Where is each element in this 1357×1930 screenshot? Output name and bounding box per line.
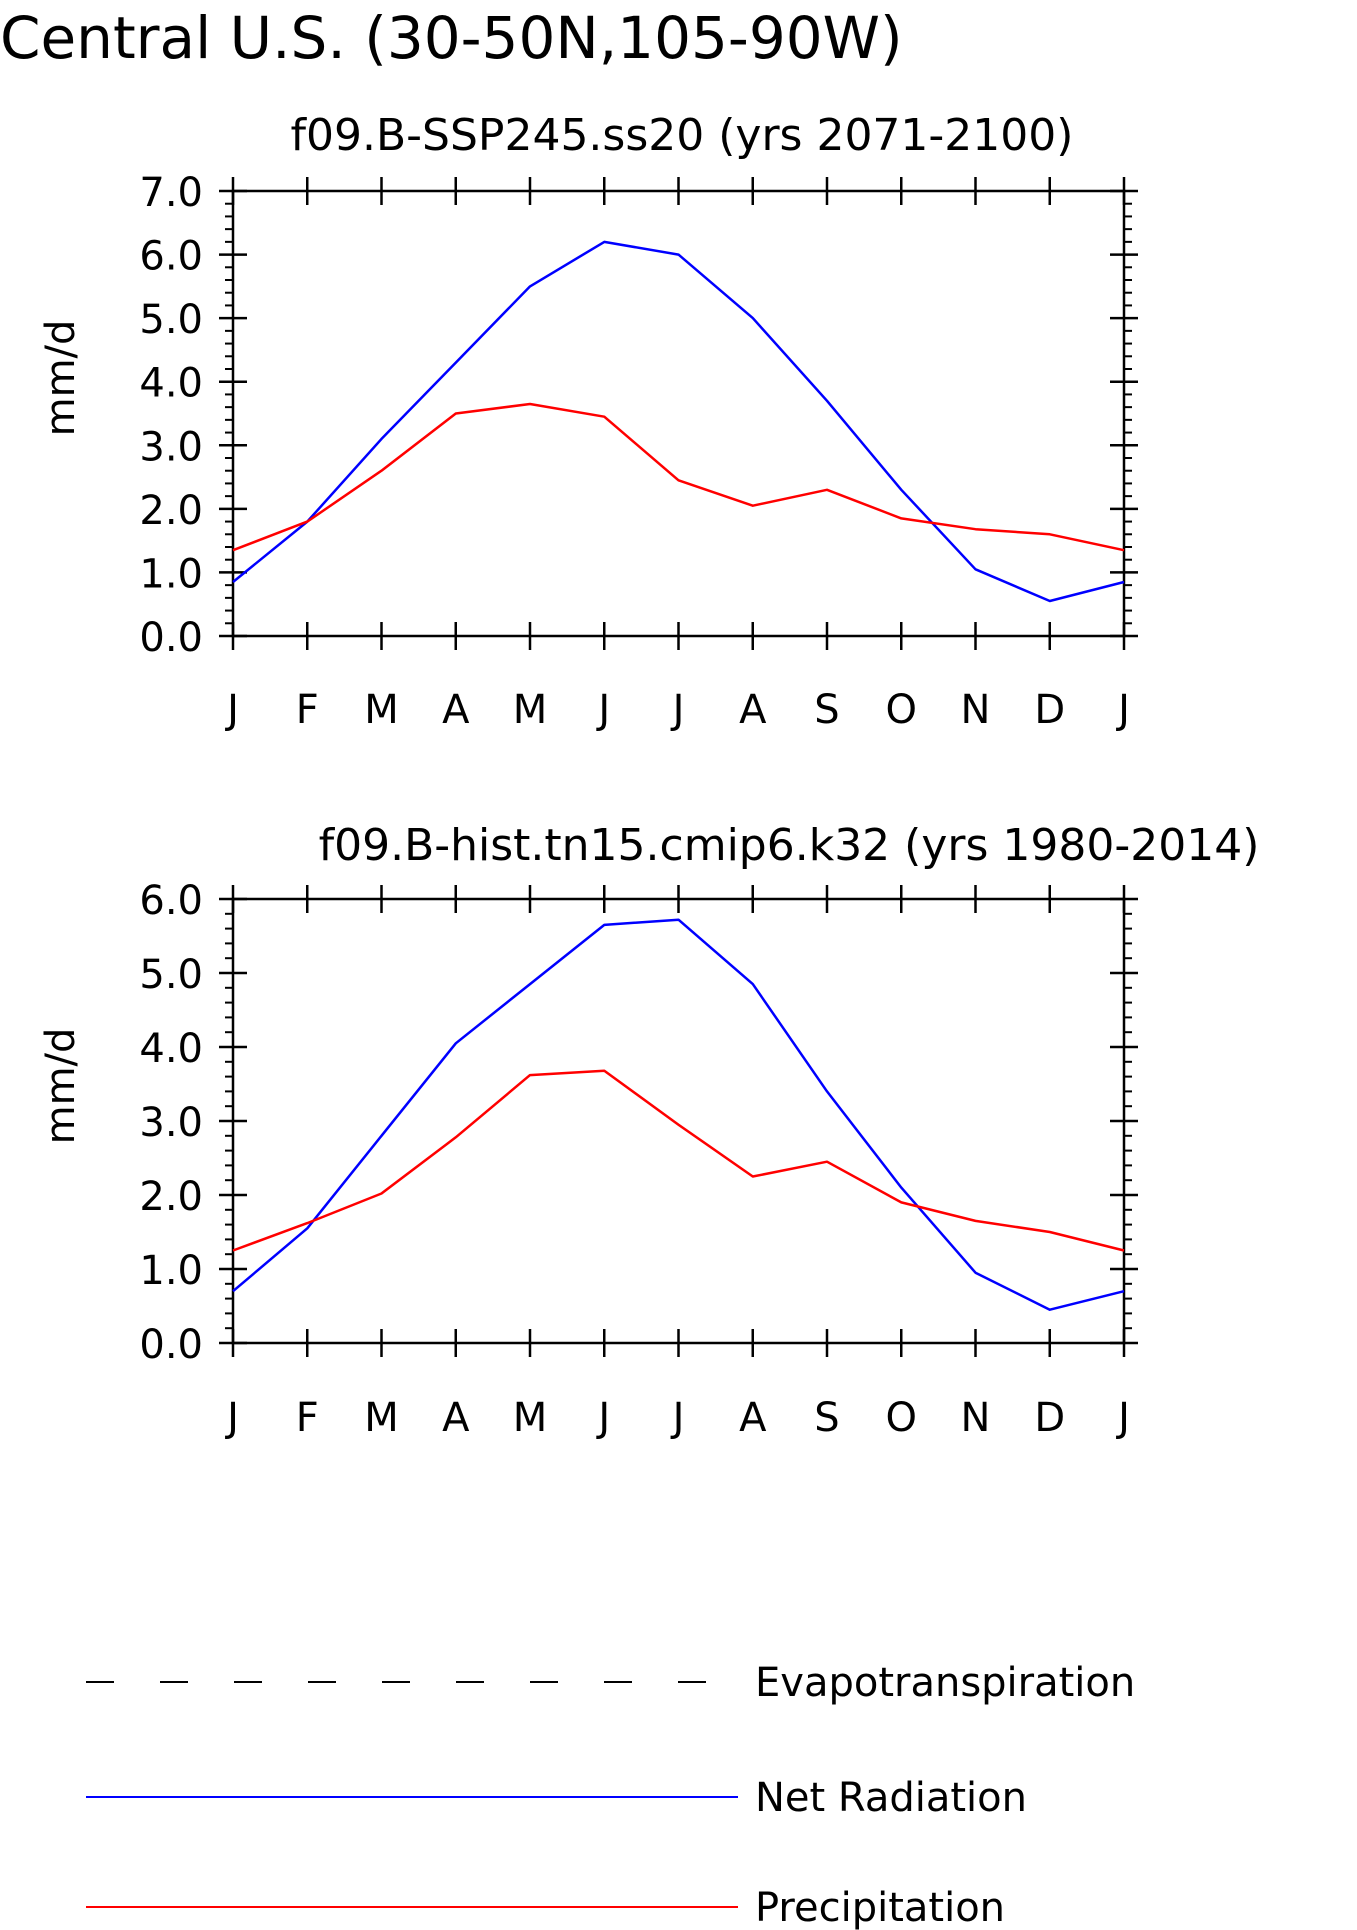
series-line-precipitation <box>232 402 1125 552</box>
x-tick-label: J <box>224 687 239 733</box>
y-tick-label: 4.0 <box>139 1026 203 1072</box>
series-line-precipitation <box>232 1069 1125 1252</box>
x-tick-label: J <box>595 687 610 733</box>
figure-title: Central U.S. (30-50N,105-90W) <box>0 4 903 72</box>
x-tick-label: S <box>814 687 839 733</box>
x-tick-label: A <box>739 1395 767 1441</box>
y-tick-label: 3.0 <box>139 1100 203 1146</box>
x-tick-label: F <box>296 1395 319 1441</box>
plot-frame <box>231 897 1126 1345</box>
legend-label-net-radiation: Net Radiation <box>755 1775 1027 1821</box>
chart-marks: 0.01.02.03.04.05.06.07.0J F M A M J J A S O N D J <box>139 170 1138 733</box>
y-tick-label: 2.0 <box>139 488 203 534</box>
y-tick-label: 3.0 <box>139 424 203 470</box>
legend-label-evapotranspiration: Evapotranspiration <box>755 1660 1135 1706</box>
x-tick-label: D <box>1034 1395 1065 1441</box>
x-tick-label: J <box>670 1395 685 1441</box>
x-tick-label: A <box>442 1395 470 1441</box>
chart-title: f09.B-SSP245.ss20 (yrs 2071-2100) <box>291 110 1074 161</box>
chart-title: f09.B-hist.tn15.cmip6.k32 (yrs 1980-2014… <box>319 820 1260 871</box>
x-tick-label: A <box>739 687 767 733</box>
x-tick-label: F <box>296 687 319 733</box>
x-tick-label: J <box>670 687 685 733</box>
x-tick-label: J <box>595 1395 610 1441</box>
plot-frame <box>231 189 1126 638</box>
y-tick-label: 6.0 <box>139 878 203 924</box>
y-axis-label: mm/d <box>38 1028 84 1145</box>
y-tick-label: 4.0 <box>139 361 203 407</box>
y-axis-label: mm/d <box>38 320 84 437</box>
y-tick-label: 1.0 <box>139 551 203 597</box>
x-tick-label: J <box>1115 687 1130 733</box>
series-line-net-radiation <box>232 240 1125 603</box>
chart-panel-top: f09.B-SSP245.ss20 (yrs 2071-2100) mm/d 0… <box>38 110 1138 733</box>
x-tick-label: J <box>224 1395 239 1441</box>
x-tick-label: O <box>886 687 917 733</box>
y-tick-label: 0.0 <box>139 1322 203 1368</box>
x-tick-label: N <box>961 1395 991 1441</box>
x-tick-label: S <box>814 1395 839 1441</box>
x-tick-label: D <box>1034 687 1065 733</box>
series-line-net-radiation <box>232 918 1125 1311</box>
x-tick-label: J <box>1115 1395 1130 1441</box>
y-tick-label: 7.0 <box>139 170 203 216</box>
y-tick-label: 6.0 <box>139 234 203 280</box>
x-tick-label: M <box>513 1395 548 1441</box>
x-tick-label: M <box>513 687 548 733</box>
x-tick-label: N <box>961 687 991 733</box>
y-tick-label: 5.0 <box>139 952 203 998</box>
legend-label-precipitation: Precipitation <box>755 1885 1005 1930</box>
y-tick-label: 1.0 <box>139 1248 203 1294</box>
y-tick-label: 2.0 <box>139 1174 203 1220</box>
chart-marks: 0.01.02.03.04.05.06.0J F M A M J J A S O N D J <box>139 878 1138 1441</box>
x-tick-label: O <box>886 1395 917 1441</box>
y-tick-label: 5.0 <box>139 297 203 343</box>
x-tick-label: A <box>442 687 470 733</box>
chart-panel-bottom: f09.B-hist.tn15.cmip6.k32 (yrs 1980-2014… <box>38 820 1259 1441</box>
y-tick-label: 0.0 <box>139 615 203 661</box>
legend: Evapotranspiration Net Radiation Precipi… <box>86 1660 1135 1930</box>
x-tick-label: M <box>364 687 399 733</box>
x-tick-label: M <box>364 1395 399 1441</box>
